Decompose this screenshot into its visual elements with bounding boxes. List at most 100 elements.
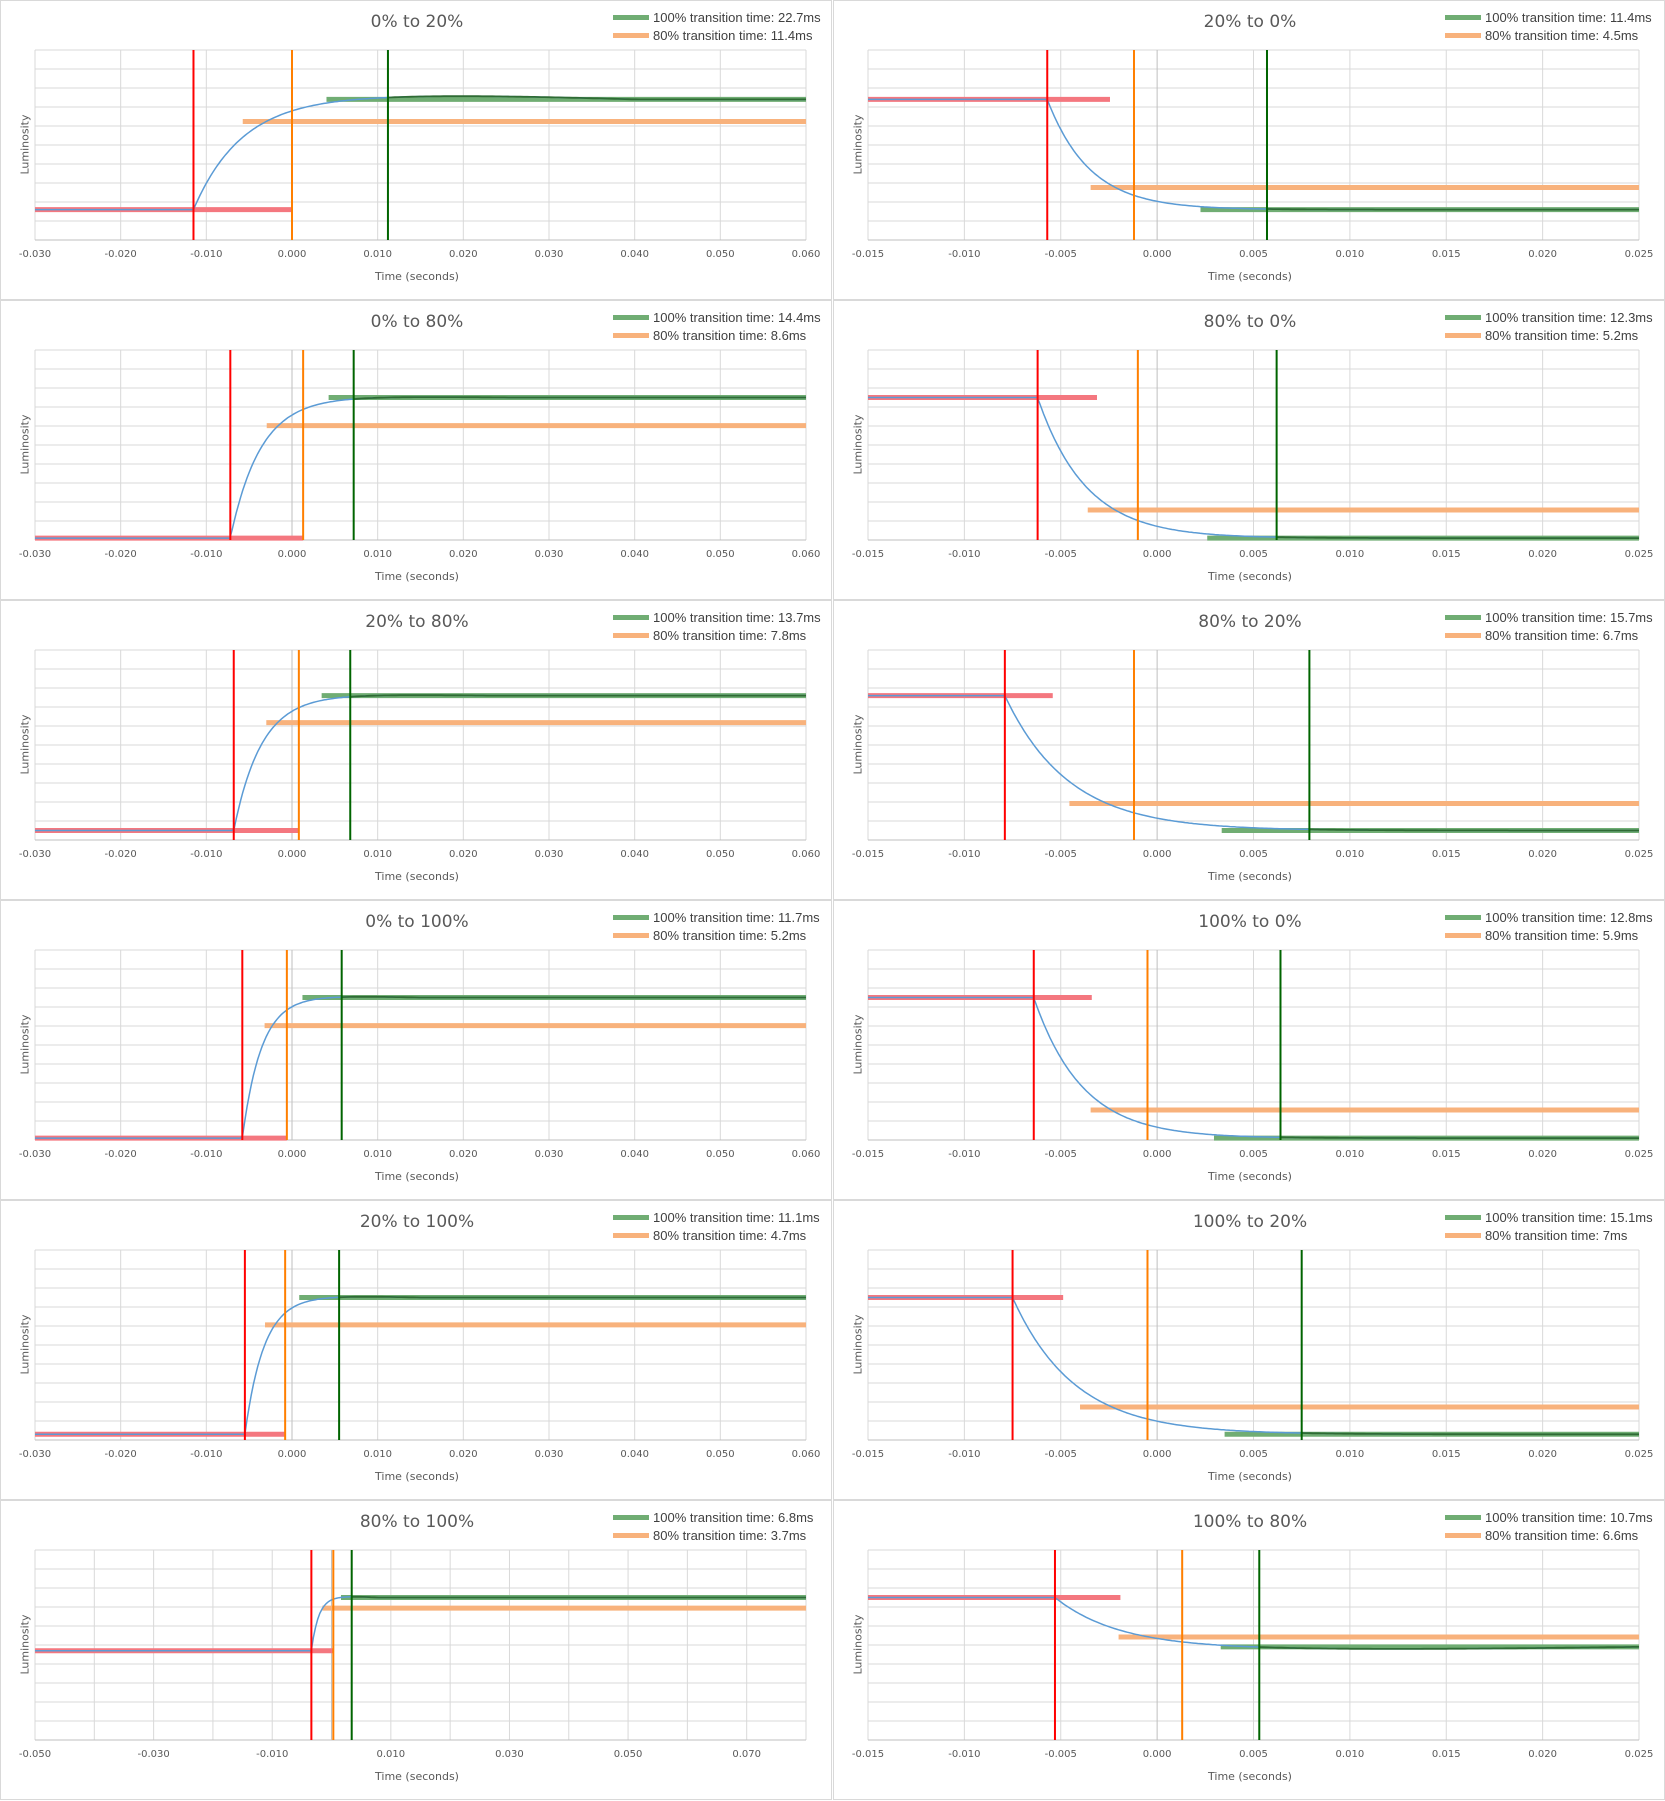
legend-swatch — [613, 914, 649, 920]
x-tick-label: 0.010 — [363, 249, 392, 260]
x-tick-label: 0.050 — [706, 1449, 735, 1460]
legend-item-100: 100% transition time: 6.8ms — [613, 1508, 813, 1526]
response-curve — [35, 95, 806, 211]
x-tick-label: -0.015 — [852, 1749, 884, 1760]
x-tick-label: 0.010 — [363, 1449, 392, 1460]
x-axis-label: Time (seconds) — [375, 1770, 459, 1783]
legend-item-80: 80% transition time: 4.5ms — [1445, 26, 1652, 44]
x-tick-label: 0.025 — [1625, 1749, 1654, 1760]
x-tick-label: 0.015 — [1432, 249, 1461, 260]
chart-title: 100% to 0% — [1198, 912, 1302, 932]
chart-legend: 100% transition time: 11.7ms 80% transiti… — [613, 908, 820, 944]
y-axis-label: Luminosity — [851, 114, 865, 175]
legend-item-80: 80% transition time: 5.2ms — [613, 926, 820, 944]
x-tick-label: 0.005 — [1239, 249, 1268, 260]
legend-swatch — [613, 1214, 649, 1220]
chart-legend: 100% transition time: 11.1ms 80% transiti… — [613, 1208, 820, 1244]
y-axis-label: Luminosity — [18, 1614, 32, 1675]
x-tick-label: -0.010 — [190, 549, 222, 560]
x-tick-label: 0.050 — [706, 1149, 735, 1160]
chart-panel: -0.030 -0.020 -0.010 0.000 0.010 0.020 0.030 0.… — [0, 300, 832, 600]
x-tick-label: -0.030 — [137, 1749, 169, 1760]
legend-item-100: 100% transition time: 12.8ms — [1445, 908, 1653, 926]
chart-panel: -0.015 -0.010 -0.005 0.000 0.005 0.010 0.015 0.… — [833, 600, 1665, 900]
legend-label: 80% transition time: 4.7ms — [653, 1227, 807, 1243]
x-tick-label: -0.030 — [19, 1449, 51, 1460]
x-tick-label: -0.005 — [1045, 249, 1077, 260]
chart-title: 20% to 80% — [365, 612, 469, 632]
legend-swatch — [1445, 332, 1481, 338]
x-tick-label: 0.050 — [706, 849, 735, 860]
x-tick-label: 0.010 — [1336, 549, 1365, 560]
legend-swatch — [1445, 14, 1481, 20]
legend-swatch — [1445, 914, 1481, 920]
chart-panel: -0.030 -0.020 -0.010 0.000 0.010 0.020 0.030 0.… — [0, 600, 832, 900]
x-tick-label: 0.030 — [535, 549, 564, 560]
response-curve — [35, 694, 806, 832]
x-tick-label: 0.060 — [792, 249, 821, 260]
legend-swatch — [613, 614, 649, 620]
legend-item-100: 100% transition time: 10.7ms — [1445, 1508, 1653, 1526]
x-tick-label: 0.020 — [449, 249, 478, 260]
x-tick-label: -0.020 — [105, 1149, 137, 1160]
x-axis-label: Time (seconds) — [1208, 870, 1292, 883]
x-tick-label: 0.000 — [1143, 549, 1172, 560]
chart-svg: -0.015 -0.010 -0.005 0.000 0.005 0.010 0.015 0.… — [852, 49, 1653, 260]
x-tick-label: -0.010 — [948, 1149, 980, 1160]
chart-legend: 100% transition time: 11.4ms 80% transiti… — [1445, 8, 1652, 44]
legend-swatch — [1445, 1532, 1481, 1538]
chart-title: 100% to 20% — [1192, 1212, 1308, 1232]
legend-label: 100% transition time: 11.7ms — [653, 909, 820, 925]
x-axis-label: Time (seconds) — [375, 1470, 459, 1483]
response-curve — [35, 396, 806, 539]
legend-item-80: 80% transition time: 5.2ms — [1445, 326, 1653, 344]
legend-swatch — [1445, 1232, 1481, 1238]
x-axis-label: Time (seconds) — [1208, 570, 1292, 583]
x-axis-label: Time (seconds) — [375, 870, 459, 883]
legend-label: 100% transition time: 11.1ms — [653, 1209, 820, 1225]
chart-legend: 100% transition time: 22.7ms 80% transiti… — [613, 8, 821, 44]
legend-item-100: 100% transition time: 11.7ms — [613, 908, 820, 926]
response-curve — [35, 1296, 806, 1436]
x-tick-label: -0.030 — [19, 1149, 51, 1160]
chart-svg: -0.030 -0.020 -0.010 0.000 0.010 0.020 0.030 0.… — [19, 649, 821, 860]
legend-item-80: 80% transition time: 5.9ms — [1445, 926, 1653, 944]
chart-title: 20% to 0% — [1203, 12, 1297, 32]
x-tick-label: 0.060 — [792, 849, 821, 860]
chart-legend: 100% transition time: 13.7ms 80% transiti… — [613, 608, 821, 644]
x-tick-label: 0.010 — [363, 849, 392, 860]
legend-item-80: 80% transition time: 11.4ms — [613, 26, 821, 44]
x-tick-label: 0.005 — [1239, 1449, 1268, 1460]
chart-svg: -0.015 -0.010 -0.005 0.000 0.005 0.010 0.015 0.… — [852, 1549, 1654, 1760]
legend-label: 100% transition time: 10.7ms — [1485, 1509, 1653, 1525]
legend-swatch — [613, 1232, 649, 1238]
chart-legend: 100% transition time: 15.7ms 80% transiti… — [1445, 608, 1653, 644]
x-tick-label: 0.050 — [706, 549, 735, 560]
x-tick-label: 0.000 — [1143, 1749, 1172, 1760]
settled-curve — [353, 396, 806, 400]
settled-curve — [1259, 1646, 1639, 1650]
settled-curve — [1309, 828, 1639, 832]
legend-swatch — [613, 32, 649, 38]
x-tick-label: 0.040 — [620, 849, 649, 860]
legend-label: 80% transition time: 3.7ms — [653, 1527, 807, 1543]
legend-item-80: 80% transition time: 4.7ms — [613, 1226, 820, 1244]
legend-item-100: 100% transition time: 15.7ms — [1445, 608, 1653, 626]
legend-label: 80% transition time: 4.5ms — [1485, 27, 1639, 43]
y-axis-label: Luminosity — [18, 114, 32, 175]
x-tick-label: 0.070 — [732, 1749, 761, 1760]
x-tick-label: -0.010 — [948, 1749, 980, 1760]
x-tick-label: 0.000 — [278, 849, 307, 860]
x-tick-label: 0.020 — [1528, 1149, 1557, 1160]
x-axis-label: Time (seconds) — [375, 1170, 459, 1183]
chart-panel: -0.050 -0.030 -0.010 0.010 0.030 0.050 0.070 80… — [0, 1500, 832, 1800]
x-tick-label: 0.005 — [1239, 1749, 1268, 1760]
x-tick-label: -0.015 — [852, 549, 884, 560]
x-tick-label: -0.010 — [256, 1749, 288, 1760]
settled-curve — [387, 95, 806, 101]
legend-item-80: 80% transition time: 7ms — [1445, 1226, 1653, 1244]
x-tick-label: 0.020 — [1528, 1749, 1557, 1760]
x-tick-label: 0.020 — [1528, 249, 1557, 260]
chart-legend: 100% transition time: 12.3ms 80% transiti… — [1445, 308, 1653, 344]
x-tick-label: 0.040 — [620, 1449, 649, 1460]
